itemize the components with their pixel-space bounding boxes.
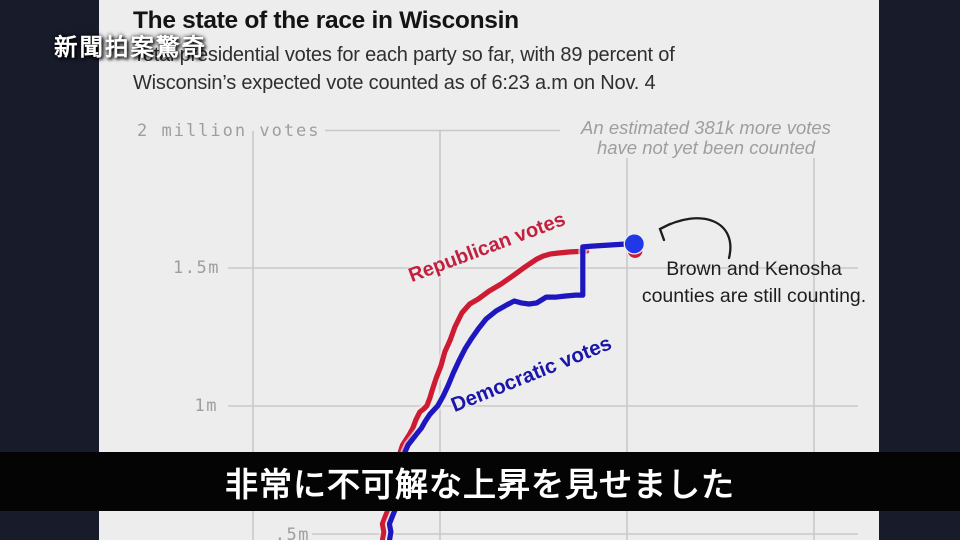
annotation-remaining-votes-line2: have not yet been counted — [596, 136, 816, 158]
chart-subtitle-line1: Total presidential votes for each party … — [133, 44, 675, 66]
chart-subtitle-line2: Wisconsin’s expected vote counted as of … — [133, 72, 656, 94]
annotation-remaining-votes: An estimated 381k more votes have not ye… — [555, 118, 857, 157]
y-axis-tick-1-5m: 1.5m — [173, 258, 220, 278]
channel-watermark: 新聞拍案驚奇 — [54, 34, 207, 60]
annotation-counties-counting-line2: counties are still counting. — [641, 285, 867, 307]
y-axis-tick-1m: 1m — [194, 396, 218, 416]
y-axis-tick-2m: 2 million votes — [137, 121, 321, 141]
y-axis-tick-0-5m: .5m — [274, 525, 310, 540]
subtitle-caption-text: 非常に不可解な上昇を見せました — [225, 465, 735, 503]
chart-card — [99, 0, 879, 540]
subtitle-caption-band: 非常に不可解な上昇を見せました — [0, 452, 960, 511]
chart-title: The state of the race in Wisconsin — [133, 7, 519, 34]
annotation-counties-counting-line1: Brown and Kenosha — [666, 258, 842, 280]
annotation-remaining-votes-line1: An estimated 381k more votes — [581, 117, 831, 138]
annotation-counties-counting: Brown and Kenosha counties are still cou… — [628, 256, 880, 310]
